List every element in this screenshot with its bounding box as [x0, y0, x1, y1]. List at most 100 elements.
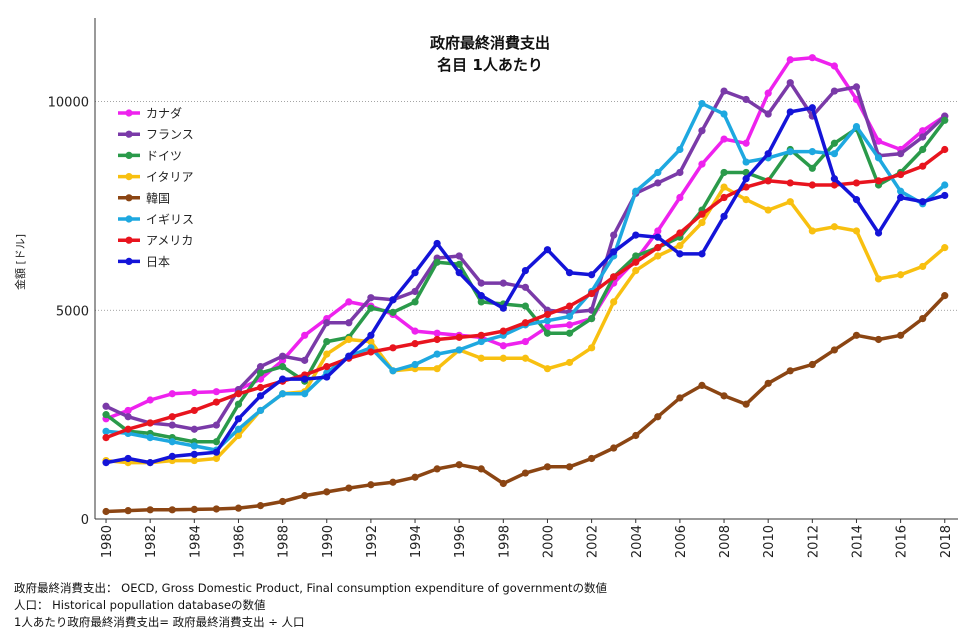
data-point — [632, 258, 640, 266]
data-point — [830, 62, 838, 70]
data-point — [411, 360, 419, 369]
legend-swatch-marker — [125, 215, 133, 223]
data-point — [632, 266, 640, 275]
data-point — [919, 133, 927, 141]
data-point — [852, 122, 861, 131]
data-point — [808, 360, 816, 369]
data-point — [919, 162, 927, 170]
data-point — [742, 175, 750, 183]
data-point — [521, 337, 529, 346]
data-point — [919, 198, 927, 206]
data-point — [345, 352, 353, 360]
data-point — [212, 398, 220, 406]
legend-swatch-marker — [125, 109, 133, 117]
data-point — [698, 250, 706, 258]
data-point — [411, 473, 419, 481]
data-point — [588, 454, 596, 463]
data-point — [521, 319, 529, 327]
data-point — [190, 450, 198, 458]
data-point — [543, 310, 552, 319]
data-point — [720, 135, 728, 143]
data-point — [389, 344, 397, 352]
data-point — [897, 187, 905, 195]
data-point — [764, 206, 772, 214]
data-point — [521, 354, 529, 362]
data-point — [698, 127, 706, 135]
data-point — [610, 298, 618, 306]
data-point — [941, 116, 949, 124]
data-point — [720, 392, 728, 400]
data-point — [345, 335, 353, 344]
data-point — [279, 352, 287, 360]
data-point — [455, 461, 463, 469]
data-point — [919, 127, 927, 135]
data-point — [830, 150, 838, 158]
data-point — [521, 283, 529, 291]
data-point — [941, 181, 949, 189]
data-point — [212, 505, 220, 513]
data-point — [742, 196, 750, 204]
data-point — [477, 331, 485, 339]
data-point — [919, 145, 927, 154]
data-point — [764, 89, 772, 97]
data-point — [786, 367, 794, 375]
x-tick-label: 1990 — [321, 525, 336, 558]
data-point — [146, 419, 154, 427]
legend-swatch-marker — [125, 130, 133, 138]
data-point — [168, 438, 176, 446]
data-point — [720, 110, 728, 118]
data-point — [874, 154, 883, 162]
data-point — [389, 478, 397, 486]
x-tick-label: 2014 — [850, 525, 865, 558]
data-point — [389, 367, 397, 375]
data-point — [323, 488, 331, 496]
data-point — [698, 381, 706, 389]
data-point — [543, 246, 552, 254]
data-point — [830, 175, 838, 183]
data-point — [102, 459, 110, 467]
data-point — [146, 433, 154, 442]
data-point — [455, 269, 463, 277]
series-line-2 — [104, 119, 947, 444]
data-point — [565, 269, 574, 277]
legend-swatch-marker — [125, 151, 133, 159]
data-point — [455, 333, 463, 341]
data-point — [764, 110, 772, 118]
data-point — [565, 302, 574, 310]
data-point — [256, 392, 265, 400]
data-point — [764, 150, 772, 158]
x-tick-label: 2004 — [630, 525, 645, 558]
data-point — [676, 193, 684, 202]
data-point — [565, 358, 574, 367]
data-point — [742, 95, 750, 104]
data-point — [168, 421, 176, 429]
legend-swatch-marker — [125, 173, 133, 181]
data-point — [830, 346, 838, 354]
data-point — [543, 317, 552, 325]
data-point — [874, 137, 883, 145]
data-point — [543, 463, 552, 471]
data-point — [279, 497, 287, 506]
data-point — [433, 258, 441, 266]
data-point — [742, 400, 750, 408]
data-point — [698, 99, 706, 108]
x-tick-label: 1992 — [365, 525, 380, 558]
data-point — [808, 227, 816, 235]
data-point — [234, 504, 243, 512]
x-tick-label: 2010 — [762, 525, 777, 558]
data-point — [565, 321, 574, 329]
data-point — [654, 233, 662, 241]
data-point — [654, 179, 662, 187]
data-point — [389, 308, 397, 316]
data-point — [146, 396, 154, 404]
data-point — [433, 239, 441, 248]
data-point — [367, 294, 375, 302]
data-point — [124, 413, 132, 421]
legend-label: 日本 — [146, 255, 170, 269]
data-point — [168, 506, 176, 514]
data-point — [610, 273, 618, 281]
footnote-formula: 1人あたり政府最終消費支出= 政府最終消費支出 ÷ 人口 — [14, 615, 305, 629]
data-point — [654, 244, 662, 252]
x-tick-label: 1996 — [453, 525, 468, 558]
legend-label: 韓国 — [146, 191, 170, 205]
